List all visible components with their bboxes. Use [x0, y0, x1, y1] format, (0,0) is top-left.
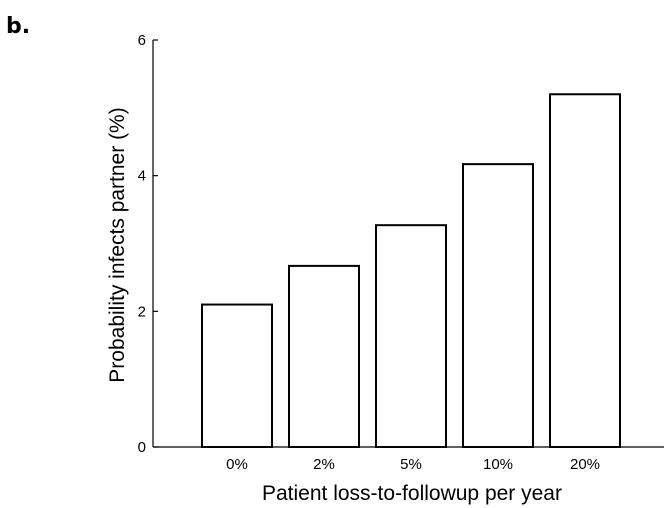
x-tick-label: 10% — [483, 456, 513, 473]
y-tick-label: 2 — [138, 303, 146, 320]
x-tick-label: 5% — [400, 456, 422, 473]
panel-label: b. — [6, 14, 30, 39]
y-ticks: 0 2 4 6 — [138, 32, 158, 456]
x-tick-label: 2% — [313, 456, 335, 473]
bars — [201, 93, 621, 449]
bar-1 — [201, 303, 273, 448]
y-axis-title: Probability infects partner (%) — [106, 107, 129, 382]
x-tick-label: 0% — [226, 456, 248, 473]
bar-2 — [288, 264, 360, 449]
x-tick-label: 20% — [570, 456, 600, 473]
y-tick-label: 6 — [138, 32, 146, 49]
bar-4 — [462, 163, 534, 448]
bar-5 — [549, 93, 621, 449]
x-axis-title: Patient loss-to-followup per year — [262, 482, 562, 505]
y-tick-label: 4 — [138, 168, 146, 185]
y-tick-label: 0 — [138, 439, 146, 456]
bar-3 — [375, 224, 447, 448]
x-ticks: 0% 2% 5% 10% 20% — [226, 456, 600, 473]
